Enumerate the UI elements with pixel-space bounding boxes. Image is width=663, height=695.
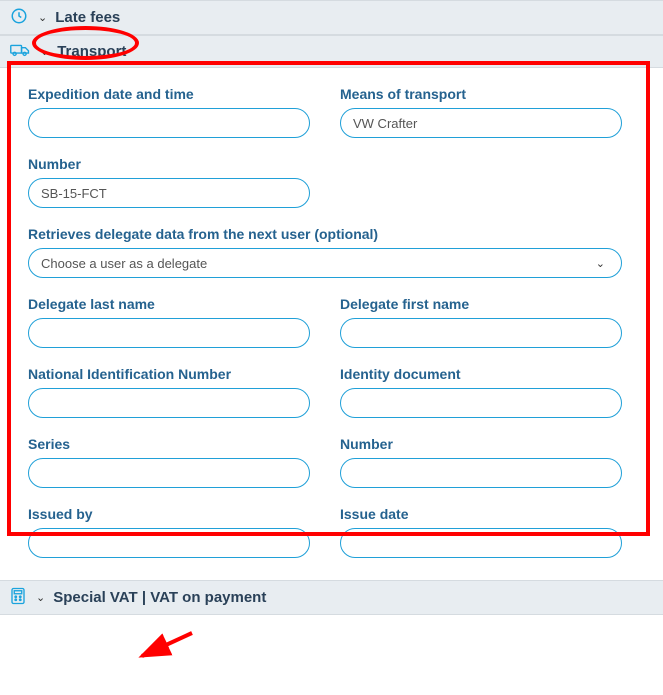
section-header-transport[interactable]: ⌄ Transport — [0, 35, 663, 68]
field-doc-number: Number — [340, 436, 622, 488]
label-id-doc: Identity document — [340, 366, 622, 382]
label-delegate-first: Delegate first name — [340, 296, 622, 312]
field-vehicle-number: Number — [28, 156, 310, 208]
field-expedition-date: Expedition date and time — [28, 86, 310, 138]
clock-icon — [10, 7, 28, 28]
field-means-of-transport: Means of transport — [340, 86, 622, 138]
input-id-doc[interactable] — [340, 388, 622, 418]
input-delegate-first[interactable] — [340, 318, 622, 348]
transport-form: Expedition date and time Means of transp… — [0, 68, 663, 580]
label-series: Series — [28, 436, 310, 452]
field-nin: National Identification Number — [28, 366, 310, 418]
input-issued-by[interactable] — [28, 528, 310, 558]
select-delegate-placeholder: Choose a user as a delegate — [41, 256, 207, 271]
input-means[interactable] — [340, 108, 622, 138]
chevron-down-icon: ⌄ — [36, 591, 45, 604]
label-vehicle-number: Number — [28, 156, 310, 172]
input-delegate-last[interactable] — [28, 318, 310, 348]
chevron-down-icon: ⌄ — [596, 257, 605, 270]
section-header-late-fees[interactable]: ⌄ Late fees — [0, 0, 663, 35]
field-delegate-last: Delegate last name — [28, 296, 310, 348]
section-title: Late fees — [55, 9, 120, 26]
input-series[interactable] — [28, 458, 310, 488]
spacer — [340, 156, 622, 208]
label-expedition-date: Expedition date and time — [28, 86, 310, 102]
section-header-special-vat[interactable]: ⌄ Special VAT | VAT on payment — [0, 580, 663, 615]
chevron-down-icon: ⌄ — [38, 11, 47, 24]
annotation-arrow — [0, 615, 663, 695]
field-series: Series — [28, 436, 310, 488]
input-expedition-date[interactable] — [28, 108, 310, 138]
input-doc-number[interactable] — [340, 458, 622, 488]
field-delegate-selector: Retrieves delegate data from the next us… — [28, 226, 622, 278]
truck-icon — [10, 42, 30, 61]
input-issue-date[interactable] — [340, 528, 622, 558]
label-issued-by: Issued by — [28, 506, 310, 522]
field-delegate-first: Delegate first name — [340, 296, 622, 348]
label-delegate-last: Delegate last name — [28, 296, 310, 312]
label-nin: National Identification Number — [28, 366, 310, 382]
label-doc-number: Number — [340, 436, 622, 452]
section-title: Special VAT | VAT on payment — [53, 589, 266, 606]
section-title: Transport — [57, 43, 126, 60]
field-id-doc: Identity document — [340, 366, 622, 418]
label-delegate-selector: Retrieves delegate data from the next us… — [28, 226, 622, 242]
input-vehicle-number[interactable] — [28, 178, 310, 208]
chevron-down-icon: ⌄ — [40, 45, 49, 58]
field-issued-by: Issued by — [28, 506, 310, 558]
field-issue-date: Issue date — [340, 506, 622, 558]
select-delegate[interactable]: Choose a user as a delegate ⌄ — [28, 248, 622, 278]
calculator-icon — [10, 587, 26, 608]
label-means: Means of transport — [340, 86, 622, 102]
input-nin[interactable] — [28, 388, 310, 418]
label-issue-date: Issue date — [340, 506, 622, 522]
